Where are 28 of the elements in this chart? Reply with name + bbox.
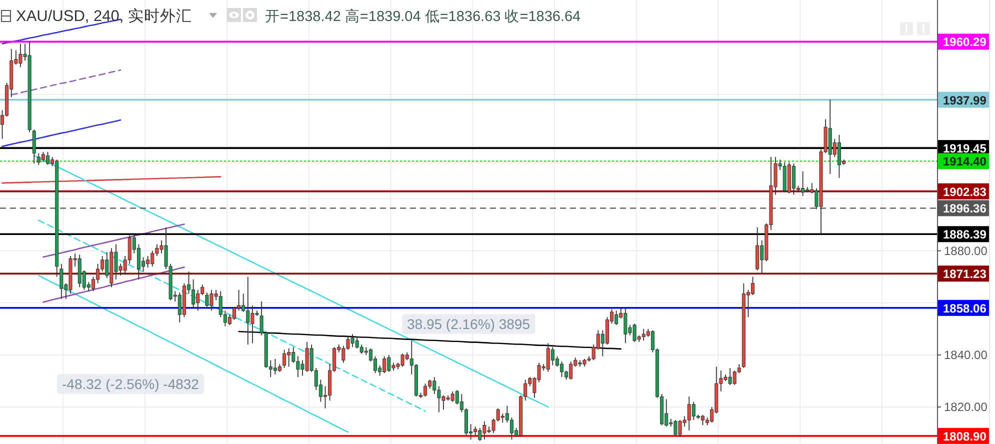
price-label: 1858.06 (938, 300, 989, 316)
price-label: 1886.39 (938, 226, 989, 242)
ref-line-label: 1919.45 (943, 142, 987, 156)
y-tick-label: 1880.00 (944, 244, 988, 258)
ref-line-label: 1960.29 (943, 35, 987, 50)
subtitle: 开=1838.42 高=1839.04 低=1836.63 收=1836.64 (265, 9, 581, 25)
ref-line-label: 1808.90 (943, 429, 987, 444)
ref-line-label: 1871.23 (943, 267, 987, 282)
title: XAU/USD, 240, 实时外汇 (16, 8, 192, 25)
price-label: 1896.36 (938, 200, 989, 216)
price-label: 1808.90 (938, 428, 989, 444)
ref-line-label: 1896.36 (943, 202, 987, 216)
price-label: 1960.29 (938, 34, 989, 50)
price-label: 1914.40 (938, 153, 989, 170)
ref-line-label: 1914.40 (943, 154, 987, 169)
annotation: -48.32 (-2.56%) -4832 (62, 376, 200, 392)
annotation: 38.95 (2.16%) 3895 (407, 316, 530, 332)
ref-line-label: 1858.06 (943, 301, 987, 316)
annotation: -48.32 (-2.56%) -4832 (57, 374, 204, 394)
y-tick-label: 1820.00 (944, 400, 988, 414)
price-label: 1902.83 (938, 183, 989, 200)
price-label: 1871.23 (938, 266, 989, 282)
ref-line-label: 1937.99 (943, 93, 987, 108)
ref-line-label: 1886.39 (943, 228, 987, 242)
price-label: 1937.99 (938, 92, 989, 108)
y-tick-label: 1840.00 (944, 348, 988, 362)
ref-line-label: 1902.83 (943, 184, 987, 199)
annotation: 38.95 (2.16%) 3895 (402, 314, 536, 334)
